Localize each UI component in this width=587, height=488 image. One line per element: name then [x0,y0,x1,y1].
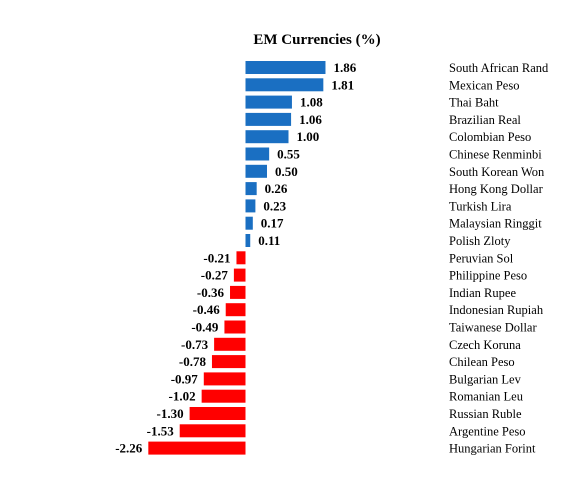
category-label-indonesian-rupiah: Indonesian Rupiah [449,303,544,317]
category-label-taiwanese-dollar: Taiwanese Dollar [449,321,537,335]
bar-south-korean-won [245,164,267,178]
category-labels-group: South African Rand Mexican Peso Thai Baht B… [449,61,549,456]
bar-mexican-peso [245,78,324,92]
bars-group [148,61,326,455]
value-label-mexican-peso: 1.81 [331,77,354,92]
bar-argentine-peso [179,424,246,438]
bar-hungarian-forint [148,441,246,455]
bar-czech-koruna [214,337,246,351]
category-label-chinese-renminbi: Chinese Renminbi [449,148,542,162]
category-label-mexican-peso: Mexican Peso [449,78,519,92]
category-label-russian-ruble: Russian Ruble [449,407,522,421]
chart-title: EM Currencies (%) [253,32,380,48]
bar-russian-ruble [189,407,246,420]
bar-chinese-renminbi [245,147,270,161]
bar-thai-baht [245,95,292,109]
bar-romanian-leu [201,389,246,403]
value-label-czech-koruna: -0.73 [181,337,209,352]
value-label-argentine-peso: -1.53 [147,423,175,438]
value-label-south-african-rand: 1.86 [333,60,356,75]
value-label-indian-rupee: -0.36 [197,285,225,300]
bar-turkish-lira [245,199,256,213]
bar-hong-kong-dollar [245,182,257,196]
value-label-bulgarian-lev: -0.97 [171,371,199,386]
category-label-south-african-rand: South African Rand [449,61,549,75]
value-label-chinese-renminbi: 0.55 [277,147,300,162]
bar-indonesian-rupiah [225,303,246,317]
category-label-czech-koruna: Czech Koruna [449,338,521,352]
value-label-indonesian-rupiah: -0.46 [193,302,221,317]
value-label-colombian-peso: 1.00 [297,129,320,144]
value-label-taiwanese-dollar: -0.49 [191,320,219,335]
bar-brazilian-real [245,112,292,126]
value-labels-group: 1.86 1.81 1.08 1.06 1.00 0.55 0.50 0.26 0.23 0.17… [115,60,357,456]
bar-bulgarian-lev [203,372,246,386]
value-label-polish-zloty: 0.11 [258,233,280,248]
bar-south-african-rand [245,61,326,74]
bar-peruvian-sol [236,251,246,265]
value-label-turkish-lira: 0.23 [263,198,286,213]
category-label-bulgarian-lev: Bulgarian Lev [449,372,522,386]
category-label-philippine-peso: Philippine Peso [449,269,527,283]
category-label-hong-kong-dollar: Hong Kong Dollar [449,182,544,196]
category-label-turkish-lira: Turkish Lira [449,199,512,213]
bar-malaysian-ringgit [245,216,253,230]
value-label-peruvian-sol: -0.21 [203,250,230,265]
category-label-malaysian-ringgit: Malaysian Ringgit [449,217,542,231]
category-label-romanian-leu: Romanian Leu [449,390,524,404]
value-label-malaysian-ringgit: 0.17 [261,216,284,231]
value-label-russian-ruble: -1.30 [157,406,184,421]
value-label-romanian-leu: -1.02 [169,389,196,404]
category-label-thai-baht: Thai Baht [449,96,499,110]
category-label-peruvian-sol: Peruvian Sol [449,251,514,265]
value-label-south-korean-won: 0.50 [275,164,298,179]
category-label-polish-zloty: Polish Zloty [449,234,511,248]
value-label-hungarian-forint: -2.26 [115,441,143,456]
bar-colombian-peso [245,130,289,144]
category-label-colombian-peso: Colombian Peso [449,130,531,144]
category-label-brazilian-real: Brazilian Real [449,113,521,127]
value-label-chilean-peso: -0.78 [179,354,207,369]
bar-chilean-peso [211,355,246,369]
bar-indian-rupee [230,285,246,299]
value-label-philippine-peso: -0.27 [201,268,229,283]
value-label-thai-baht: 1.08 [300,95,323,110]
category-label-indian-rupee: Indian Rupee [449,286,516,300]
category-label-hungarian-forint: Hungarian Forint [449,442,536,456]
bar-polish-zloty [245,234,251,247]
value-label-hong-kong-dollar: 0.26 [265,181,288,196]
bar-philippine-peso [233,268,246,282]
category-label-chilean-peso: Chilean Peso [449,355,515,369]
category-label-south-korean-won: South Korean Won [449,165,545,179]
bar-taiwanese-dollar [224,320,246,334]
value-label-brazilian-real: 1.06 [299,112,322,127]
category-label-argentine-peso: Argentine Peso [449,424,526,438]
